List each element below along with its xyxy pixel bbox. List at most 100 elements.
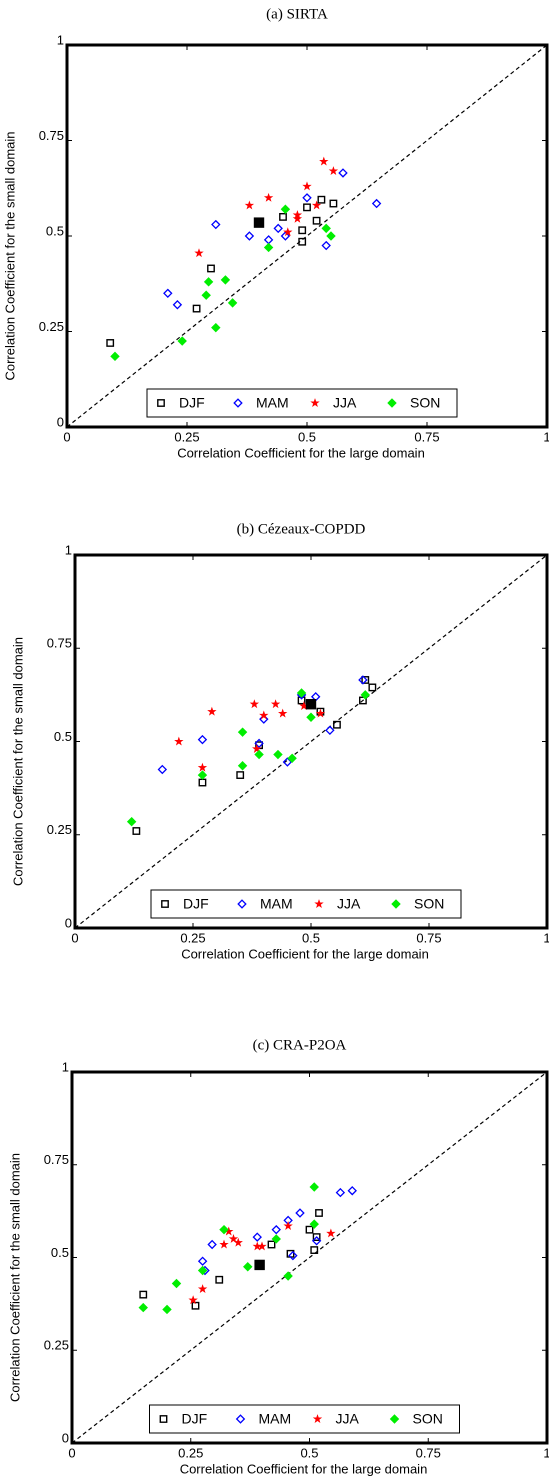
chart-title: (b) Cézeaux-COPDD bbox=[237, 521, 366, 537]
x-tick-label: 0.5 bbox=[298, 429, 316, 444]
data-point bbox=[163, 288, 173, 299]
data-point bbox=[252, 744, 262, 753]
data-point bbox=[220, 275, 231, 285]
data-point bbox=[106, 339, 115, 347]
data-point bbox=[298, 226, 307, 235]
data-point bbox=[244, 231, 255, 241]
legend-label: JJA bbox=[336, 1411, 360, 1427]
x-tick-label: 0 bbox=[71, 930, 78, 945]
data-point bbox=[257, 1241, 267, 1251]
data-point bbox=[326, 1228, 336, 1238]
legend-marker bbox=[314, 899, 324, 908]
legend-label: SON bbox=[413, 1411, 443, 1427]
diagonal-line bbox=[71, 1071, 548, 1444]
legend-label: MAM bbox=[260, 896, 293, 912]
data-point bbox=[188, 1295, 198, 1305]
y-tick-label: 0.5 bbox=[54, 729, 72, 744]
data-point bbox=[132, 827, 141, 835]
data-point bbox=[263, 192, 274, 202]
y-tick-label: 0.75 bbox=[39, 128, 64, 143]
data-point bbox=[271, 1234, 281, 1244]
data-point bbox=[254, 1259, 265, 1271]
data-point bbox=[283, 1271, 293, 1281]
data-point bbox=[211, 322, 221, 333]
plot-frame bbox=[70, 1070, 549, 1445]
data-point bbox=[259, 710, 269, 720]
data-point bbox=[197, 762, 208, 772]
data-point bbox=[287, 753, 297, 764]
data-point bbox=[197, 1284, 208, 1294]
y-tick-label: 0 bbox=[65, 915, 72, 930]
data-point bbox=[271, 1224, 281, 1235]
x-tick-label: 0 bbox=[63, 429, 70, 444]
data-point bbox=[312, 1233, 321, 1241]
legend-label: MAM bbox=[259, 1411, 292, 1427]
legend-marker bbox=[159, 1415, 168, 1423]
data-point bbox=[207, 1239, 217, 1250]
data-point bbox=[335, 1187, 346, 1198]
legend-label: MAM bbox=[256, 395, 289, 411]
data-point bbox=[219, 1239, 229, 1249]
x-tick-label: 1 bbox=[543, 429, 549, 444]
x-tick-label: 0 bbox=[68, 1445, 75, 1460]
diagonal-line bbox=[66, 44, 548, 428]
data-point bbox=[110, 351, 120, 362]
x-tick-label: 0.5 bbox=[302, 930, 320, 945]
data-point bbox=[311, 1236, 322, 1246]
data-point bbox=[302, 193, 312, 203]
data-point bbox=[298, 237, 307, 246]
data-point bbox=[244, 200, 255, 210]
data-point bbox=[157, 764, 168, 775]
data-point bbox=[328, 166, 339, 176]
data-point bbox=[174, 736, 184, 746]
data-point bbox=[171, 1278, 182, 1289]
data-point bbox=[283, 227, 293, 237]
data-point bbox=[315, 1209, 323, 1217]
y-tick-label: 0.5 bbox=[46, 223, 64, 238]
data-point bbox=[162, 1304, 172, 1315]
data-point bbox=[236, 771, 245, 779]
legend-label: JJA bbox=[333, 395, 357, 411]
data-point bbox=[227, 298, 238, 308]
data-point bbox=[172, 300, 183, 310]
data-point bbox=[358, 675, 368, 685]
legend-marker bbox=[310, 398, 320, 407]
data-point bbox=[303, 203, 311, 212]
y-tick-label: 0.5 bbox=[51, 1245, 69, 1260]
data-point bbox=[302, 181, 312, 191]
y-axis-label: Correlation Coefficient for the small do… bbox=[2, 131, 17, 380]
data-point bbox=[317, 195, 326, 204]
data-point bbox=[280, 231, 291, 241]
plot-frame bbox=[73, 553, 549, 930]
legend-marker bbox=[235, 1414, 246, 1424]
data-point bbox=[279, 212, 287, 221]
data-point bbox=[139, 1290, 148, 1299]
data-point bbox=[233, 1237, 243, 1247]
data-point bbox=[309, 1182, 319, 1192]
data-point bbox=[267, 1240, 276, 1249]
x-tick-label: 0.5 bbox=[300, 1445, 318, 1460]
legend-marker bbox=[233, 398, 243, 408]
x-axis-label: Correlation Coefficient for the large do… bbox=[180, 1461, 428, 1476]
data-point bbox=[203, 277, 214, 287]
diagonal-line bbox=[74, 554, 548, 929]
legend-marker bbox=[237, 899, 247, 909]
y-tick-label: 1 bbox=[62, 1059, 69, 1074]
data-point bbox=[329, 199, 338, 208]
data-point bbox=[197, 1265, 208, 1276]
legend-marker bbox=[161, 900, 169, 908]
data-point bbox=[321, 223, 331, 234]
chart-title: (c) CRA-P2OA bbox=[253, 1037, 347, 1053]
data-point bbox=[273, 749, 283, 760]
legend-label: DJF bbox=[182, 1411, 208, 1427]
x-axis-label: Correlation Coefficient for the large do… bbox=[181, 946, 429, 961]
data-point bbox=[249, 699, 260, 709]
data-point bbox=[347, 1186, 357, 1196]
legend-marker bbox=[387, 398, 397, 408]
data-point bbox=[228, 1234, 239, 1243]
x-tick-label: 0.75 bbox=[416, 1445, 441, 1460]
x-tick-label: 0.75 bbox=[416, 930, 441, 945]
y-tick-label: 0.25 bbox=[47, 822, 72, 837]
data-point bbox=[198, 778, 207, 787]
data-point bbox=[253, 217, 265, 228]
